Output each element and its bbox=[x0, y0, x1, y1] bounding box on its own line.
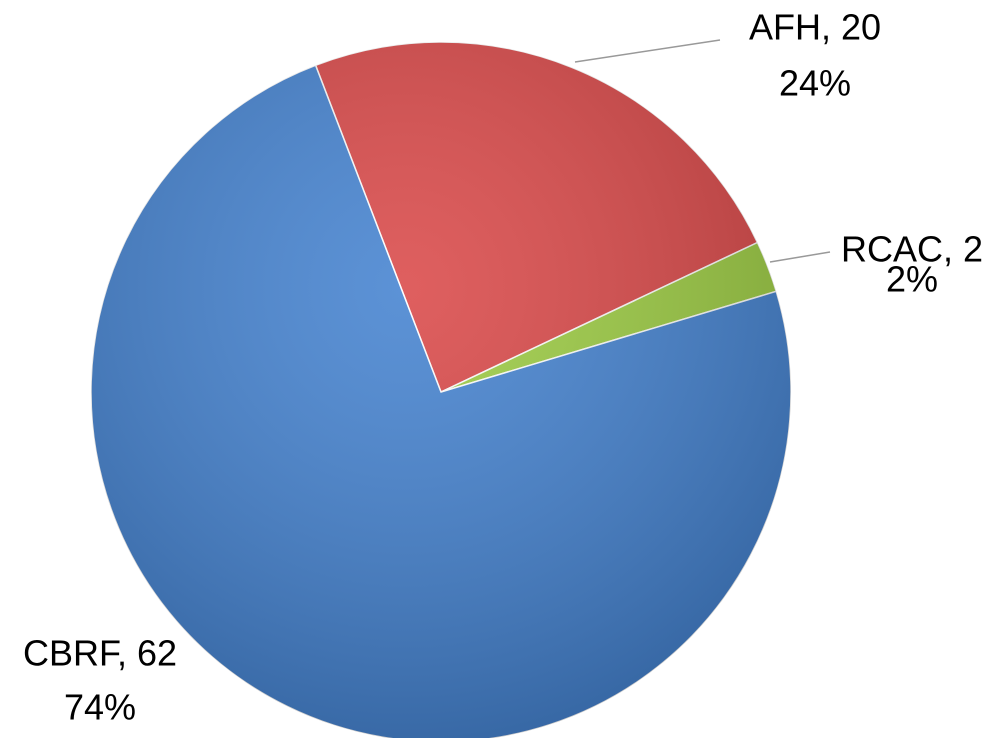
data-label: CBRF, 62 bbox=[23, 633, 177, 674]
leader-line bbox=[769, 251, 831, 263]
pie bbox=[90, 41, 792, 738]
leader-line bbox=[574, 39, 721, 63]
percent-label: 24% bbox=[779, 63, 851, 104]
percent-label: 74% bbox=[64, 687, 136, 728]
data-label: AFH, 20 bbox=[749, 7, 881, 48]
labels: AFH, 20 24% RCAC, 22% CBRF, 62 74% bbox=[23, 7, 983, 728]
percent-label: 2% bbox=[886, 259, 938, 300]
data-label: RCAC, 2 bbox=[841, 229, 983, 270]
